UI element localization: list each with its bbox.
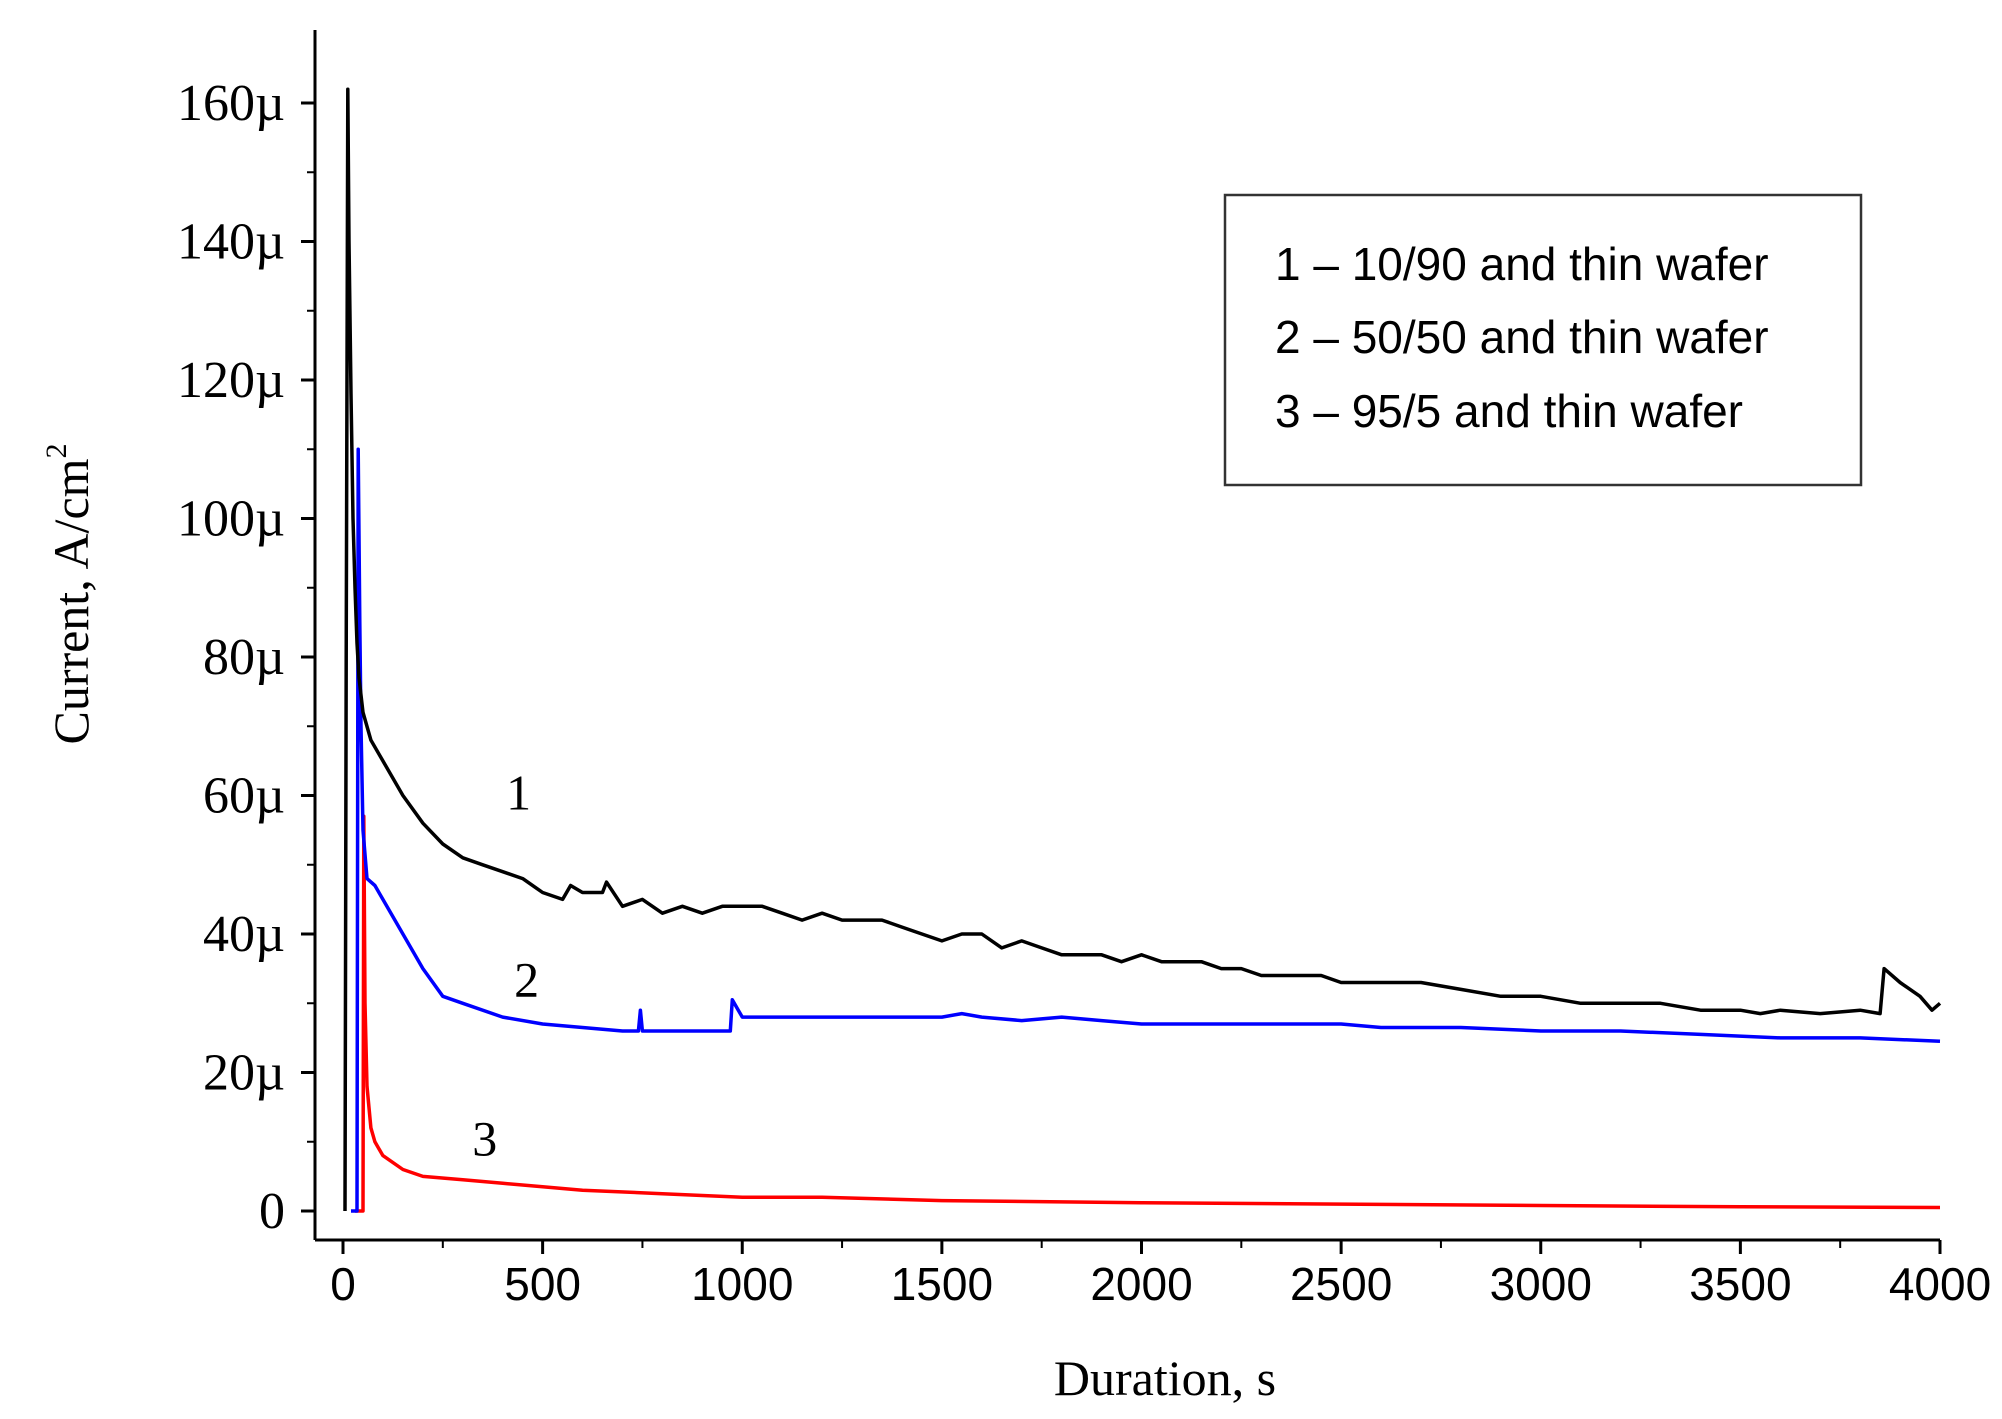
series-labels: 1 2 3 bbox=[472, 764, 539, 1166]
axis-layer bbox=[313, 30, 1940, 1242]
series-layer bbox=[343, 87, 1942, 1213]
legend-entry-1: 1 – 10/90 and thin wafer bbox=[1275, 238, 1769, 290]
y-tick-label: 80µ bbox=[203, 629, 285, 686]
y-tick-label: 120µ bbox=[177, 352, 285, 409]
y-axis-label-superscript: 2 bbox=[40, 443, 73, 458]
legend-entry-3: 3 – 95/5 and thin wafer bbox=[1275, 385, 1743, 437]
x-axis-label: Duration, s bbox=[1054, 1350, 1276, 1406]
y-tick-label: 140µ bbox=[177, 214, 285, 271]
y-tick-label: 0 bbox=[259, 1183, 285, 1240]
series-line-1 bbox=[343, 87, 1942, 1212]
y-tick-label: 20µ bbox=[203, 1045, 285, 1102]
x-ticks: 0 500 1000 1500 2000 2500 3000 3500 4000 bbox=[330, 1240, 1991, 1310]
series-label-3: 3 bbox=[472, 1111, 497, 1167]
x-tick-label: 500 bbox=[504, 1258, 581, 1310]
x-tick-label: 2000 bbox=[1090, 1258, 1192, 1310]
series-line-2 bbox=[351, 447, 1941, 1213]
y-ticks: 0 20µ 40µ 60µ 80µ 100µ 120µ 140µ 160µ bbox=[177, 75, 315, 1240]
x-tick-label: 0 bbox=[330, 1258, 356, 1310]
x-tick-label: 1500 bbox=[891, 1258, 993, 1310]
x-tick-label: 2500 bbox=[1290, 1258, 1392, 1310]
x-tick-label: 3000 bbox=[1490, 1258, 1592, 1310]
x-tick-label: 4000 bbox=[1889, 1258, 1991, 1310]
legend-box bbox=[1223, 193, 1863, 487]
legend-entry-2: 2 – 50/50 and thin wafer bbox=[1275, 311, 1769, 363]
y-tick-label: 160µ bbox=[177, 75, 285, 132]
series-label-1: 1 bbox=[506, 764, 531, 820]
series-label-2: 2 bbox=[514, 951, 539, 1007]
y-axis-label-main: Current, A/cm bbox=[43, 458, 99, 744]
series-line-3 bbox=[355, 814, 1941, 1213]
y-tick-label: 100µ bbox=[177, 491, 285, 548]
y-tick-label: 60µ bbox=[203, 768, 285, 825]
x-tick-label: 3500 bbox=[1689, 1258, 1791, 1310]
legend: 1 – 10/90 and thin wafer 2 – 50/50 and t… bbox=[1223, 193, 1863, 487]
x-tick-label: 1000 bbox=[691, 1258, 793, 1310]
y-tick-label: 40µ bbox=[203, 906, 285, 963]
y-axis-label: Current, A/cm2 bbox=[40, 443, 99, 744]
